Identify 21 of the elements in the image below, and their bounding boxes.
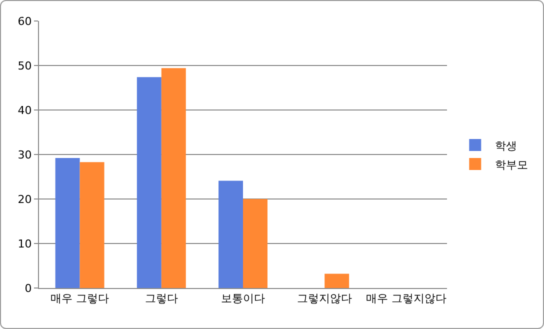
bar xyxy=(243,199,268,288)
x-tick-label: 매우 그렇지않다 xyxy=(366,292,446,306)
y-tick-label: 60 xyxy=(18,14,32,28)
y-tick-label: 40 xyxy=(18,104,32,117)
x-tick-label: 매우 그렇다 xyxy=(50,292,110,306)
y-tick-label: 20 xyxy=(18,192,32,206)
legend-label: 학생 xyxy=(495,139,518,152)
bar xyxy=(55,158,80,288)
x-tick-label: 보통이다 xyxy=(221,292,265,306)
x-tick-label: 그렇지않다 xyxy=(297,292,352,306)
bar xyxy=(136,77,162,288)
y-tick-label: 30 xyxy=(18,148,32,162)
x-tick-label: 그렇다 xyxy=(144,292,178,306)
y-tick-label: 50 xyxy=(18,59,32,72)
bar xyxy=(80,162,104,288)
bar xyxy=(161,68,186,288)
y-tick-label: 10 xyxy=(18,237,32,250)
y-tick-label: 0 xyxy=(24,282,32,295)
bar xyxy=(324,274,350,288)
legend-label: 학부모 xyxy=(495,158,528,172)
bar xyxy=(218,180,243,288)
